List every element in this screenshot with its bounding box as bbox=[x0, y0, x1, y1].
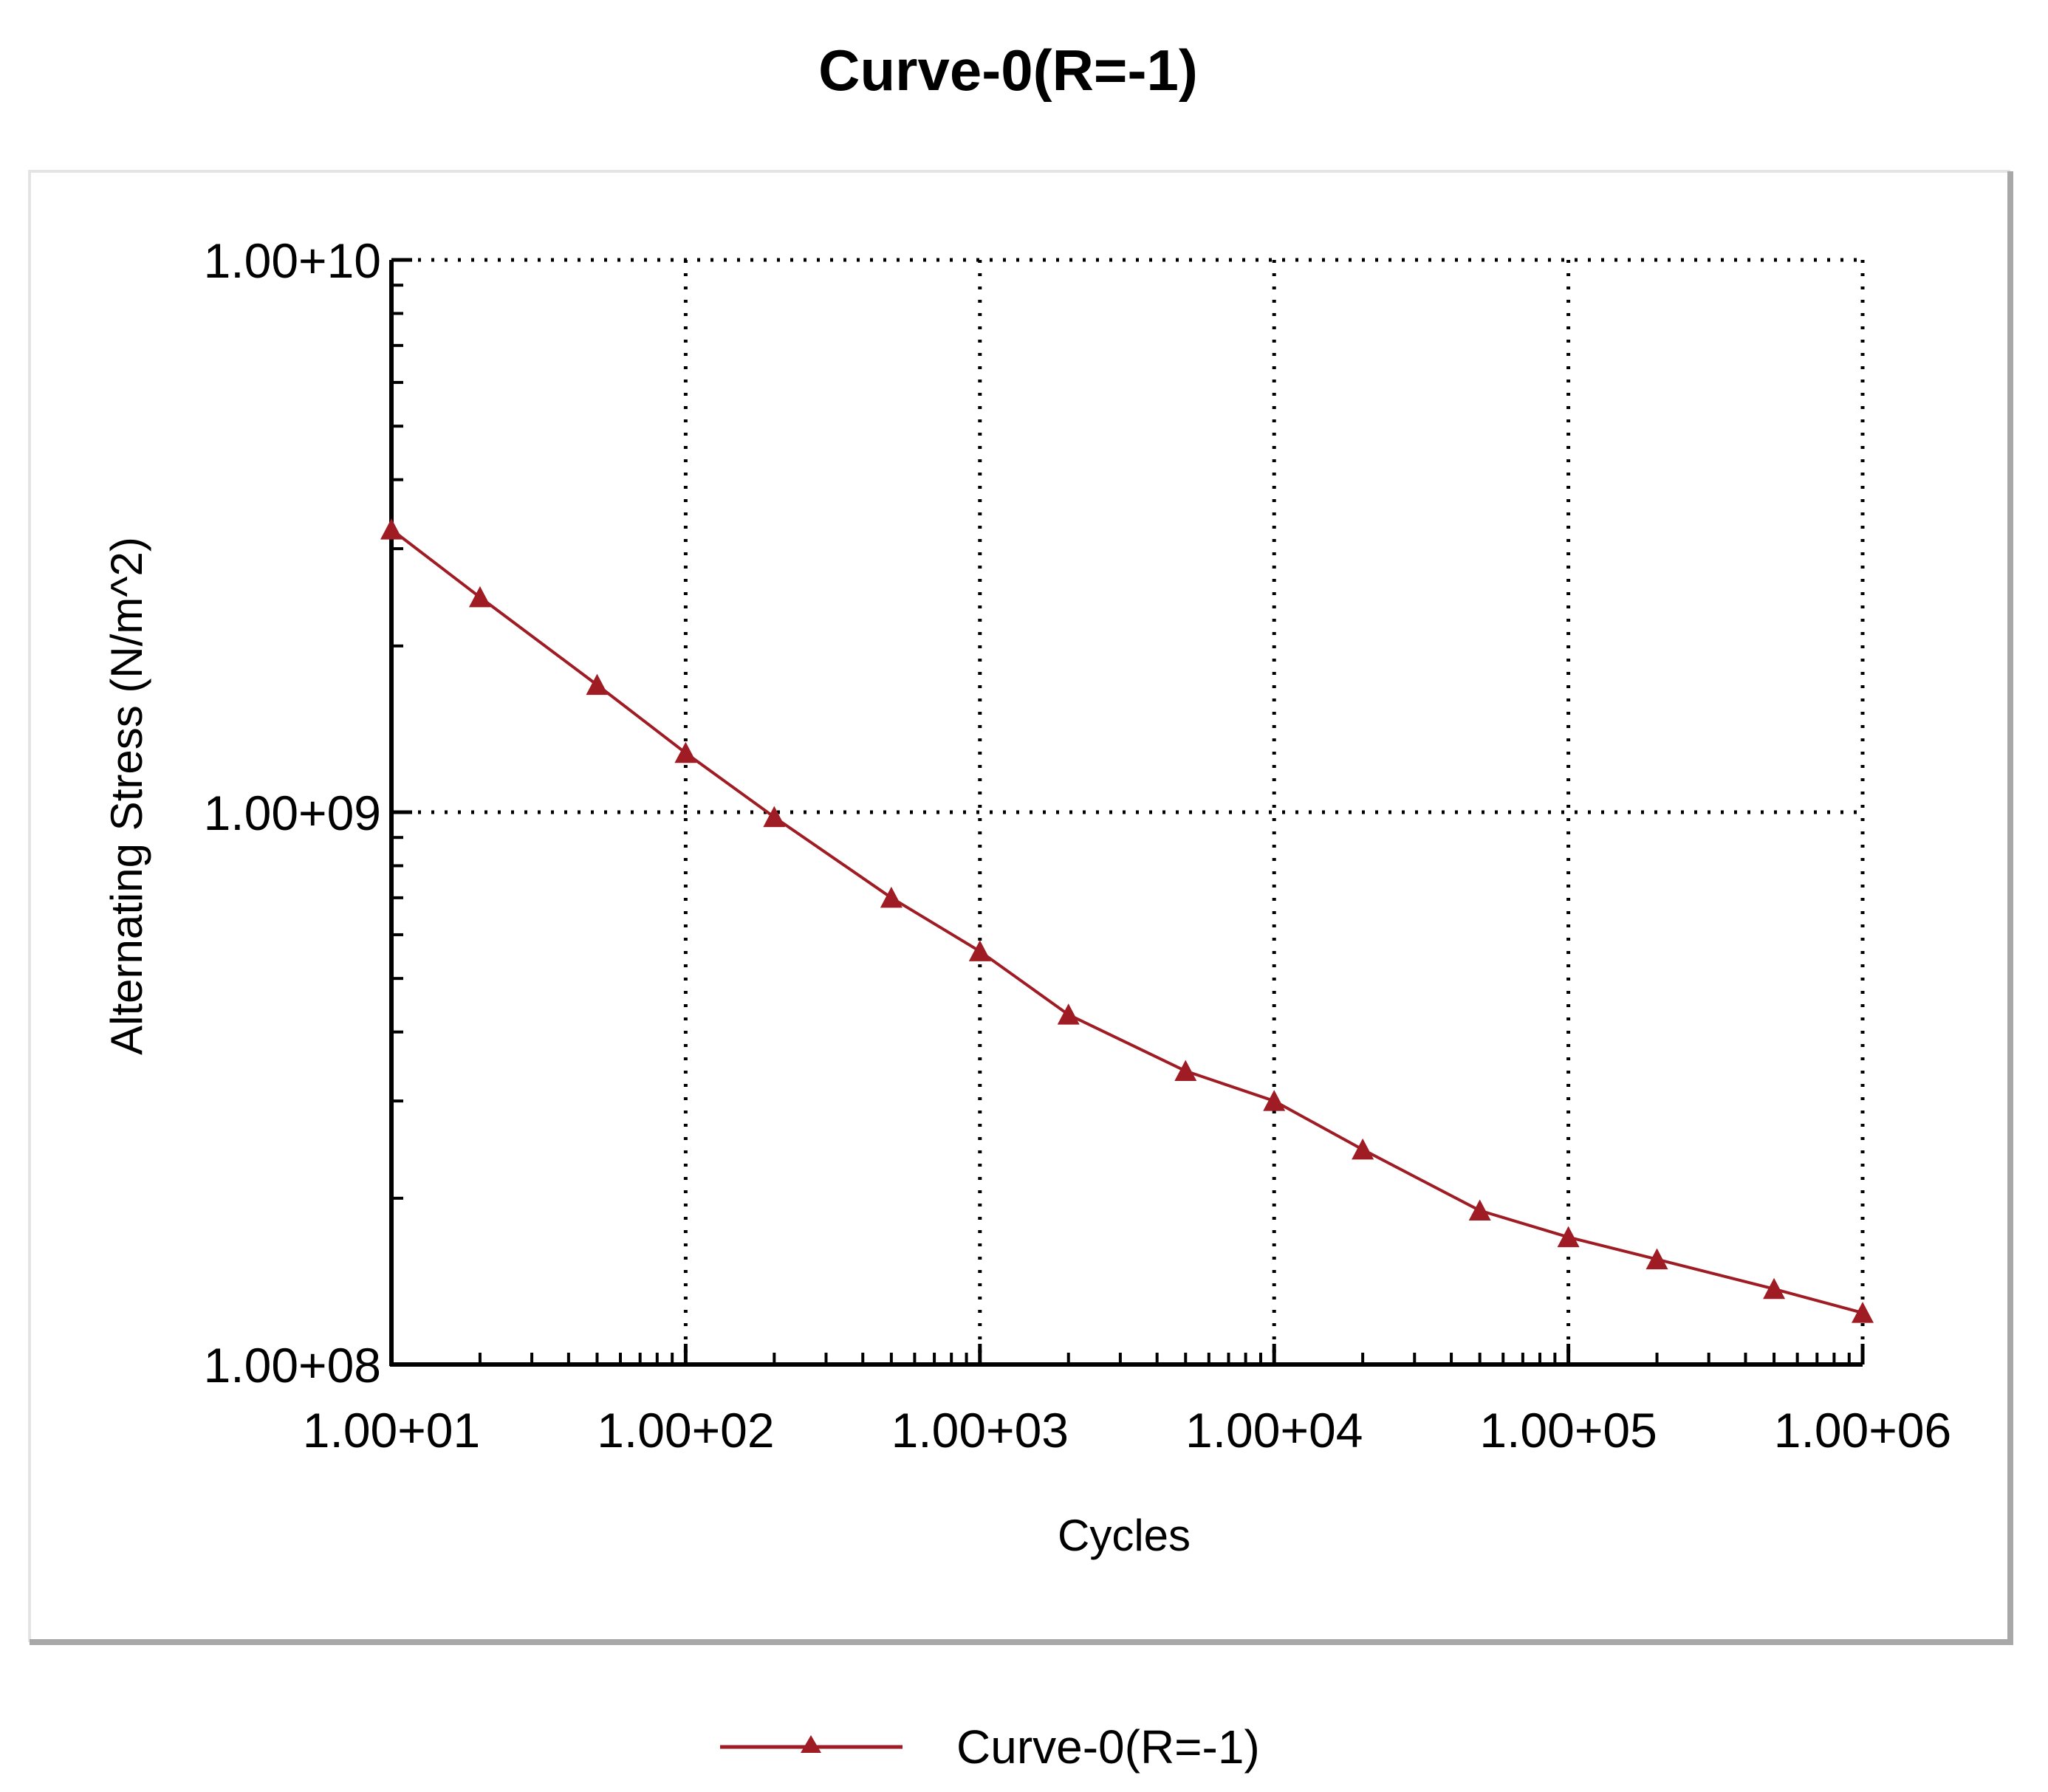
data-point bbox=[1557, 1226, 1580, 1248]
x-tick-label: 1.00+03 bbox=[891, 1403, 1069, 1458]
x-tick-label: 1.00+02 bbox=[597, 1403, 774, 1458]
data-point bbox=[1057, 1003, 1080, 1025]
x-tick-label: 1.00+05 bbox=[1479, 1403, 1657, 1458]
data-point bbox=[1468, 1199, 1491, 1221]
legend-triangle-marker bbox=[801, 1735, 821, 1753]
x-tick-labels: 1.00+01 1.00+02 1.00+03 1.00+04 1.00+05 1.00+… bbox=[303, 1403, 1951, 1458]
data-point bbox=[468, 586, 491, 608]
data-point bbox=[880, 886, 903, 908]
data-point bbox=[1263, 1090, 1286, 1111]
data-point bbox=[1645, 1248, 1668, 1270]
legend: Curve-0(R=-1) bbox=[720, 1720, 1260, 1774]
data-point bbox=[586, 673, 609, 696]
data-point bbox=[1352, 1138, 1374, 1160]
data-point bbox=[968, 940, 991, 961]
data-point bbox=[380, 518, 403, 540]
y-tick-label: 1.00+10 bbox=[204, 233, 381, 288]
data-point bbox=[1852, 1302, 1874, 1323]
x-tick-label: 1.00+01 bbox=[303, 1403, 480, 1458]
x-axis-title: Cycles bbox=[1058, 1511, 1191, 1560]
data-point bbox=[1174, 1060, 1197, 1081]
x-tick-label: 1.00+04 bbox=[1185, 1403, 1363, 1458]
y-tick-labels: 1.00+08 1.00+09 1.00+10 bbox=[204, 233, 381, 1393]
y-tick-label: 1.00+08 bbox=[204, 1338, 381, 1393]
legend-label: Curve-0(R=-1) bbox=[956, 1720, 1260, 1774]
axes bbox=[389, 260, 1863, 1367]
series-line bbox=[390, 528, 1863, 1315]
chart-title: Curve-0(R=-1) bbox=[818, 38, 1198, 103]
data-point bbox=[674, 741, 697, 763]
data-point bbox=[1763, 1277, 1786, 1300]
x-tick-label: 1.00+06 bbox=[1774, 1403, 1951, 1458]
chart-panel bbox=[28, 170, 2010, 1642]
data-point bbox=[763, 806, 786, 828]
y-axis-title: Alternating Stress (N/m^2) bbox=[102, 537, 151, 1055]
y-tick-label: 1.00+09 bbox=[204, 786, 381, 840]
series-curve-0 bbox=[380, 518, 1874, 1323]
